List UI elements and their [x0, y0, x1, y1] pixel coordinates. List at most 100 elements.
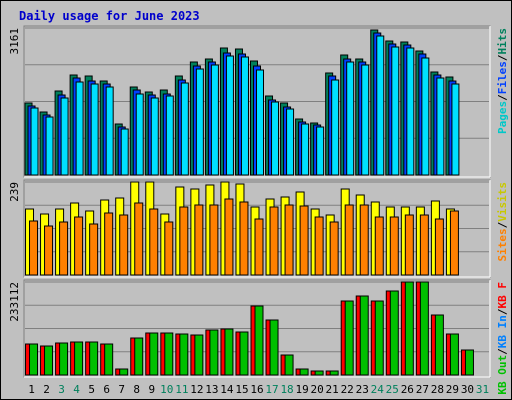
legend-separator: /: [496, 94, 509, 101]
legend-separator: /: [496, 348, 509, 355]
bar-kb-out-day-10: [164, 332, 174, 376]
bar-sites-day-12: [194, 204, 204, 276]
y-max-label: 239: [8, 182, 21, 202]
bar-kb-out-day-22: [344, 300, 354, 376]
bar-sites-day-19: [299, 205, 309, 276]
bar-pages-day-15: [240, 56, 249, 176]
bar-kb-out-day-4: [74, 341, 84, 376]
bar-sites-day-2: [44, 225, 54, 276]
bar-kb-out-day-25: [389, 290, 399, 376]
x-tick-label: 20: [311, 383, 324, 396]
bar-sites-day-28: [434, 218, 444, 276]
bar-pages-day-1: [30, 107, 39, 176]
bar-pages-day-9: [150, 97, 159, 176]
y-max-label: 233112: [8, 282, 21, 322]
bar-sites-day-16: [254, 218, 264, 276]
bar-sites-day-24: [374, 216, 384, 276]
bar-sites-day-5: [89, 223, 99, 276]
x-tick-label: 14: [220, 383, 234, 396]
x-tick-label: 6: [103, 383, 110, 396]
bar-pages-day-21: [331, 79, 340, 176]
x-tick-label: 25: [386, 383, 399, 396]
x-tick-label: 17: [265, 383, 278, 396]
series-sites: [29, 198, 459, 276]
x-tick-label: 1: [28, 383, 35, 396]
bar-pages-day-5: [90, 83, 99, 176]
x-tick-label: 29: [446, 383, 459, 396]
bar-pages-day-19: [301, 123, 310, 176]
bar-pages-day-29: [451, 83, 460, 176]
legend-entry: Hits: [496, 28, 509, 55]
bar-kb-out-day-20: [314, 370, 324, 376]
bar-pages-day-13: [210, 64, 219, 176]
x-tick-label: 15: [235, 383, 248, 396]
bar-sites-day-18: [284, 204, 294, 276]
bar-pages-day-28: [436, 77, 445, 176]
x-tick-label: 26: [401, 383, 414, 396]
x-tick-label: 4: [73, 383, 80, 396]
x-tick-label: 9: [148, 383, 155, 396]
x-tick-label: 19: [295, 383, 308, 396]
bar-pages-day-6: [105, 86, 114, 176]
x-tick-label: 5: [88, 383, 95, 396]
x-axis-day-labels: 1 2 3 4 5 6 7 8 9 10 11 12 13 14 15 16 17 18 19 20 21 22 23 24 2…: [28, 383, 489, 396]
bar-kb-out-day-8: [134, 337, 144, 376]
bar-kb-out-day-12: [194, 334, 204, 376]
bar-sites-day-25: [389, 216, 399, 276]
bar-sites-day-21: [329, 221, 339, 276]
bar-sites-day-6: [104, 212, 114, 276]
bar-pages-day-23: [361, 64, 370, 176]
bar-pages-day-22: [346, 61, 355, 176]
bar-sites-day-29: [449, 210, 459, 276]
legend-entry: KB In: [496, 315, 509, 348]
bar-sites-day-4: [74, 216, 84, 276]
legend-entry: Sites: [496, 228, 509, 261]
chart-panels: 3161Pages/Files/Hits239Sites/Visits23311…: [8, 25, 509, 395]
x-tick-label: 22: [341, 383, 354, 396]
bar-pages-day-26: [406, 47, 415, 176]
bar-sites-day-3: [59, 221, 69, 276]
legend: KB Out/KB In/KB F: [496, 282, 509, 395]
x-tick-label: 3: [58, 383, 65, 396]
bar-pages-day-8: [135, 93, 144, 176]
bar-kb-out-day-17: [269, 319, 279, 376]
bar-kb-out-day-15: [239, 331, 249, 376]
legend-entry: KB Out: [496, 355, 509, 395]
x-tick-label: 2: [43, 383, 50, 396]
panel-kbf_kbin_kbout: 233112 KB Out/KB In/KB F: [8, 279, 509, 395]
x-tick-label: 28: [431, 383, 444, 396]
bar-kb-out-day-28: [434, 314, 444, 376]
x-tick-label: 11: [175, 383, 188, 396]
x-tick-label: 16: [250, 383, 263, 396]
bar-sites-day-17: [269, 206, 279, 276]
bar-pages-day-14: [225, 55, 234, 176]
bar-pages-day-17: [271, 101, 280, 176]
bar-pages-day-16: [256, 69, 264, 176]
bar-kb-out-day-24: [374, 300, 384, 376]
bar-sites-day-9: [149, 208, 159, 276]
bar-sites-day-13: [209, 204, 219, 276]
bar-kb-out-day-30: [464, 349, 474, 376]
bar-kb-out-day-6: [104, 343, 114, 376]
bar-kb-out-day-2: [44, 345, 54, 376]
bar-sites-day-14: [224, 198, 234, 276]
bar-sites-day-10: [164, 221, 174, 276]
bar-pages-day-11: [180, 82, 189, 176]
bar-pages-day-3: [60, 97, 69, 176]
x-tick-label: 13: [205, 383, 218, 396]
bar-pages-day-20: [316, 126, 325, 176]
bar-kb-out-day-3: [59, 342, 69, 376]
bar-kb-out-day-1: [29, 343, 39, 376]
chart-title: Daily usage for June 2023: [19, 9, 200, 23]
bar-kb-out-day-21: [329, 370, 339, 376]
bar-pages-day-24: [376, 35, 385, 176]
bar-sites-day-22: [344, 204, 354, 276]
bar-kb-out-day-13: [209, 329, 219, 376]
bar-kb-out-day-5: [89, 341, 99, 376]
bar-kb-out-day-23: [359, 295, 369, 376]
bar-pages-day-27: [421, 57, 430, 176]
x-tick-label: 18: [280, 383, 293, 396]
bar-pages-day-10: [165, 95, 174, 176]
